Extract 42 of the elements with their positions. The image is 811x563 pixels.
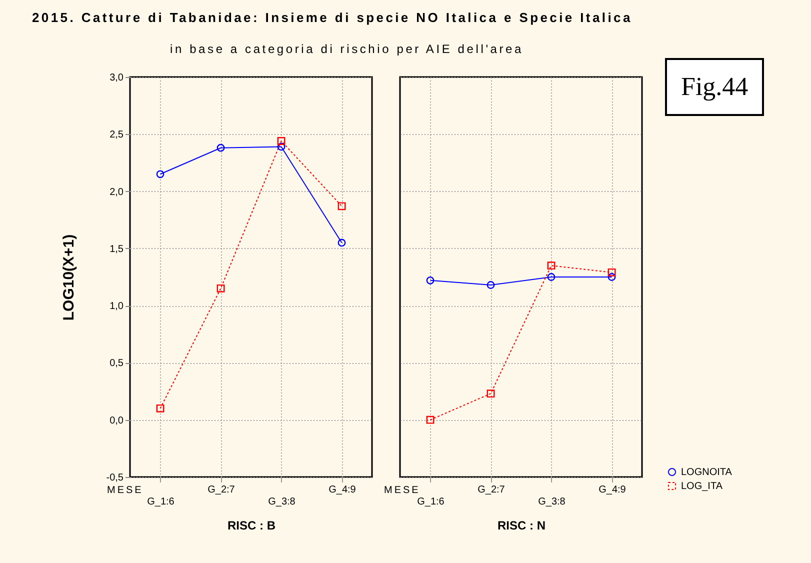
y-tick-label: 2,0 [110, 186, 124, 198]
y-tick-label: 1,5 [110, 244, 124, 255]
point [216, 284, 225, 292]
caption: Fig.44 [665, 58, 764, 116]
x-tick-label: G_1:6 [147, 496, 175, 508]
point [338, 202, 346, 210]
point [426, 276, 434, 284]
point [608, 273, 616, 281]
x-tick-label: G_3:8 [268, 496, 296, 508]
x-tick-label: G_2:7 [478, 484, 506, 496]
chart-subtitle: in base a categoria di rischio per AIE dell'area [170, 42, 524, 56]
point [486, 390, 495, 398]
point [547, 273, 556, 281]
y-tick-label: 2,5 [110, 130, 124, 141]
x-tick-label: G_1:6 [417, 496, 445, 508]
point [338, 238, 346, 247]
point [156, 404, 164, 412]
point [156, 170, 164, 178]
point [426, 416, 434, 424]
point [547, 262, 556, 270]
point [608, 268, 616, 276]
point [216, 144, 225, 152]
chart-title: 2015. Catture di Tabanidae: Insieme di specie NO Italica e Specie Italica [32, 10, 632, 25]
text: MESE [384, 485, 420, 496]
x-axis-title: RISC : B [228, 518, 276, 532]
legend-label: LOGNOITA [681, 467, 732, 478]
point [486, 281, 495, 289]
x-tick-label: G_4:9 [328, 484, 356, 496]
y-tick-label: -0,5 [106, 472, 124, 484]
y-tick-label: 1,0 [110, 301, 124, 312]
x-tick-label: G_2:7 [208, 484, 236, 496]
point [277, 137, 286, 145]
x-axis-title: RISC : N [498, 518, 546, 532]
y-axis-title: LOG10(X+1) [60, 234, 78, 321]
y-tick-label: 0,0 [110, 415, 124, 426]
y-tick-label: 0,5 [110, 358, 124, 370]
x-tick-label: G_4:9 [598, 484, 626, 496]
text: MESE [107, 485, 144, 496]
legend-label: LOG_ITA [681, 481, 723, 492]
x-tick-label: G_3:8 [538, 496, 566, 508]
y-tick-label: 3,0 [110, 72, 124, 84]
point [277, 142, 286, 151]
